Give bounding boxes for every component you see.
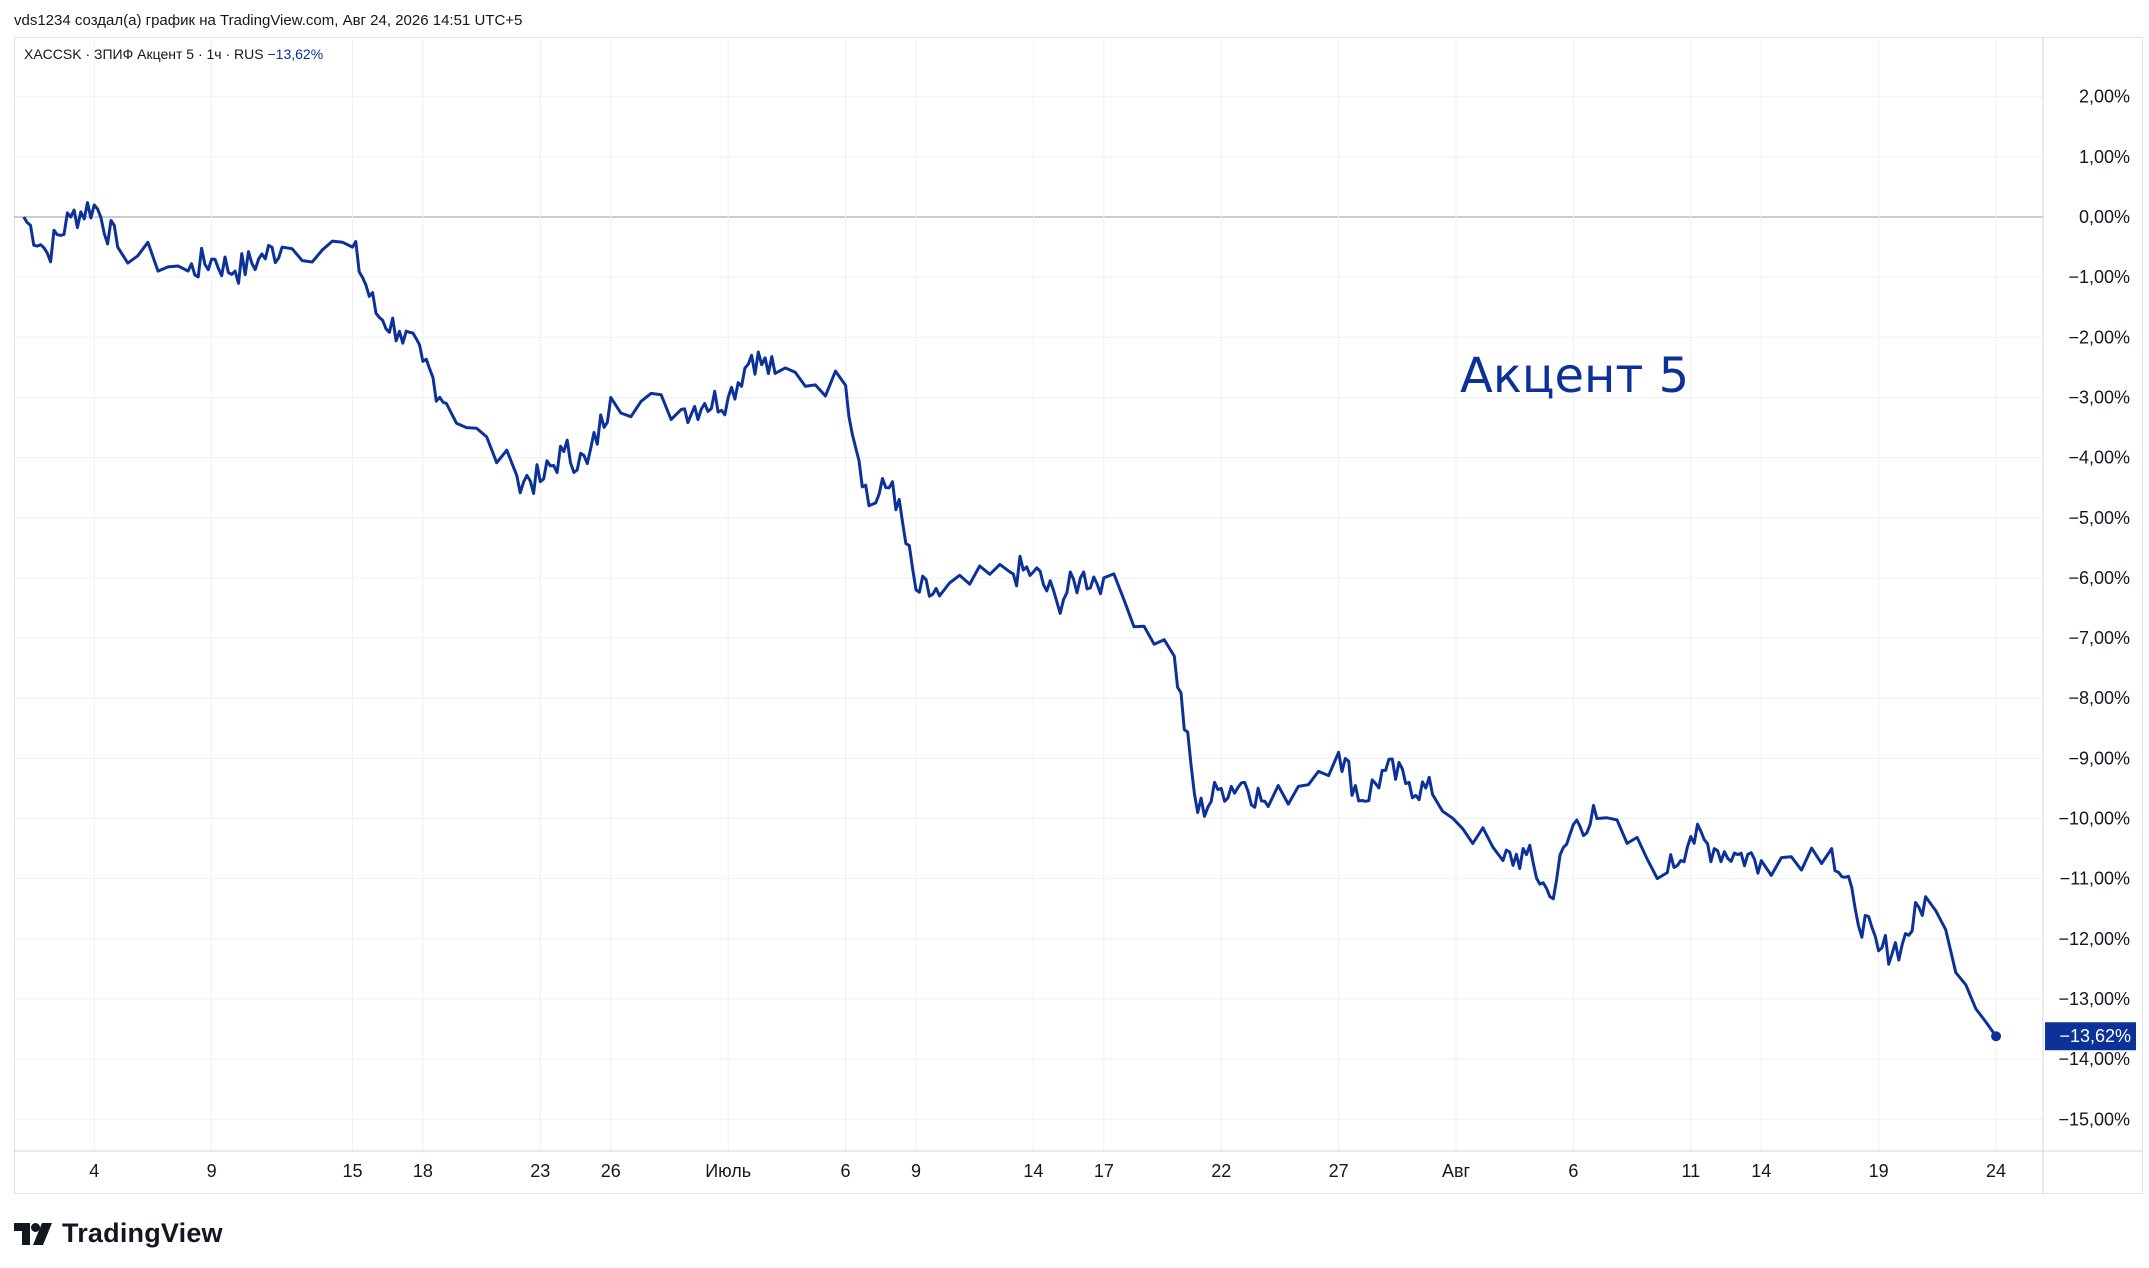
y-tick-label: −12,00% xyxy=(2058,929,2130,949)
y-tick-label: −8,00% xyxy=(2068,688,2130,708)
price-scale: 2,00% 1,00% 0,00% −1,00% −2,00% −3,00% −4,00% −… xyxy=(2045,87,2136,1129)
x-tick-label: 6 xyxy=(1568,1161,1578,1181)
y-tick-label: −1,00% xyxy=(2068,267,2130,287)
y-tick-label: −13,00% xyxy=(2058,989,2130,1009)
chart-grid xyxy=(14,37,2043,1151)
x-tick-label: 19 xyxy=(1869,1161,1889,1181)
x-tick-label: 6 xyxy=(841,1161,851,1181)
time-scale: 4 9 15 18 23 26 Июль 6 9 14 17 22 27 Авг 6 11 14 19 24 xyxy=(89,1161,2006,1181)
chart-title: Акцент 5 xyxy=(1460,348,1689,404)
price-line xyxy=(22,201,1998,1038)
x-tick-label: 24 xyxy=(1986,1161,2006,1181)
y-tick-label: −9,00% xyxy=(2068,748,2130,768)
y-tick-label: −11,00% xyxy=(2060,869,2130,889)
x-tick-label: Июль xyxy=(705,1161,751,1181)
last-price-badge xyxy=(2045,1022,2136,1051)
x-tick-label: 17 xyxy=(1094,1161,1114,1181)
symbol-legend[interactable]: XACCSK · ЗПИФ Акцент 5 · 1ч · RUS −13,62… xyxy=(24,46,323,62)
y-tick-label: −2,00% xyxy=(2068,327,2130,347)
x-tick-label: 14 xyxy=(1023,1161,1043,1181)
y-tick-label: −14,00% xyxy=(2058,1049,2130,1069)
x-tick-label: 9 xyxy=(911,1161,921,1181)
tradingview-wordmark: TradingView xyxy=(62,1218,223,1248)
y-tick-label: −15,00% xyxy=(2058,1109,2130,1129)
x-tick-label: 23 xyxy=(530,1161,550,1181)
y-tick-label: −4,00% xyxy=(2068,448,2130,468)
last-price-label: −13,62% xyxy=(2059,1026,2131,1046)
x-tick-label: 27 xyxy=(1329,1161,1349,1181)
x-tick-label: Авг xyxy=(1442,1161,1471,1181)
tradingview-logo-icon xyxy=(14,1222,52,1245)
x-tick-label: 9 xyxy=(207,1161,217,1181)
last-price-dot xyxy=(1991,1031,2002,1042)
symbol-change: −13,62% xyxy=(267,46,324,62)
x-tick-label: 15 xyxy=(342,1161,362,1181)
symbol-info: XACCSK · ЗПИФ Акцент 5 · 1ч · RUS xyxy=(24,46,264,62)
x-tick-label: 4 xyxy=(89,1161,99,1181)
x-tick-label: 14 xyxy=(1751,1161,1771,1181)
y-tick-label: −3,00% xyxy=(2068,387,2130,407)
y-tick-label: −5,00% xyxy=(2068,508,2130,528)
y-tick-label: −6,00% xyxy=(2068,568,2130,588)
x-tick-label: 11 xyxy=(1681,1161,1700,1181)
tradingview-watermark[interactable]: TradingView xyxy=(14,1218,223,1249)
y-tick-label: −10,00% xyxy=(2058,809,2130,829)
x-tick-label: 18 xyxy=(413,1161,433,1181)
y-tick-label: 1,00% xyxy=(2079,147,2130,167)
price-series xyxy=(22,201,2002,1042)
y-tick-label: 2,00% xyxy=(2079,87,2130,107)
x-tick-label: 22 xyxy=(1211,1161,1231,1181)
chart-axes xyxy=(14,37,2143,1194)
x-tick-label: 26 xyxy=(601,1161,621,1181)
y-tick-label: −7,00% xyxy=(2068,628,2130,648)
y-tick-label: 0,00% xyxy=(2079,207,2130,227)
chart-frame xyxy=(14,37,2143,1194)
chart-attribution: vds1234 создал(а) график на TradingView.… xyxy=(14,12,523,29)
